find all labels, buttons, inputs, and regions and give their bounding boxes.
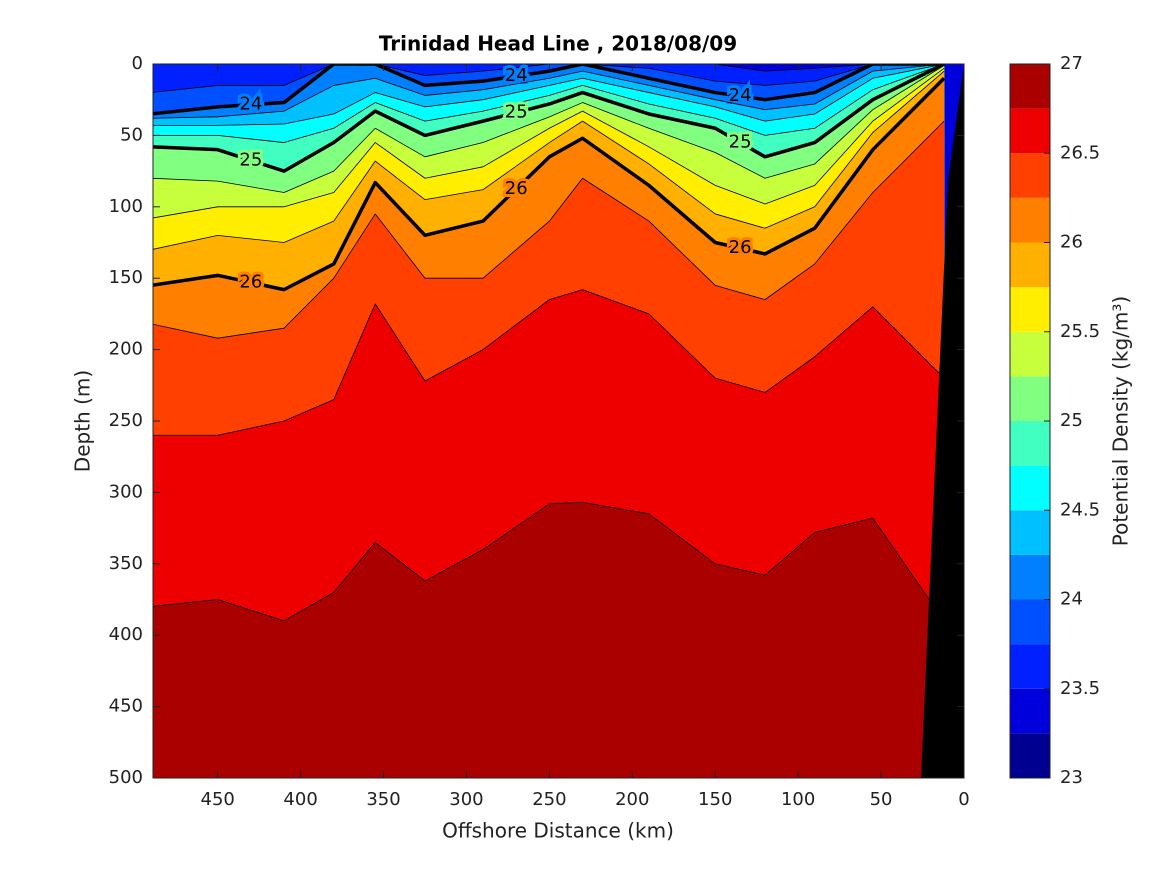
x-tick-label: 250 xyxy=(532,789,566,810)
colorbar-swatch xyxy=(1010,287,1050,332)
chart-title: Trinidad Head Line , 2018/08/09 xyxy=(379,32,737,56)
y-axis-label: Depth (m) xyxy=(71,370,95,472)
y-tick-label: 50 xyxy=(120,124,143,145)
colorbar-swatch xyxy=(1010,153,1050,198)
colorbar-tick-label: 27 xyxy=(1060,53,1083,74)
contour-line xyxy=(153,289,945,436)
y-tick-label: 0 xyxy=(132,53,143,74)
contour-label: 26 xyxy=(239,271,262,292)
y-tick-label: 500 xyxy=(109,767,143,788)
colorbar-swatch xyxy=(1010,108,1050,154)
x-tick-label: 350 xyxy=(366,789,400,810)
colorbar-swatch xyxy=(1010,510,1050,555)
contour-line xyxy=(153,67,945,219)
y-tick-label: 400 xyxy=(109,624,143,645)
colorbar-tick-label: 23 xyxy=(1060,767,1083,788)
contour-line xyxy=(153,64,945,143)
contour-line xyxy=(153,64,945,126)
colorbar-swatch xyxy=(1010,64,1050,109)
y-tick-label: 300 xyxy=(109,481,143,502)
x-axis-label: Offshore Distance (km) xyxy=(442,819,674,843)
contour-line xyxy=(153,65,945,193)
contour-label: 25 xyxy=(239,149,262,170)
colorbar-swatch xyxy=(1010,465,1050,511)
y-tick-label: 100 xyxy=(109,196,143,217)
colorbar-swatch xyxy=(1010,242,1050,288)
colorbar-swatch xyxy=(1010,331,1050,377)
x-tick-label: 150 xyxy=(698,789,732,810)
contour-line xyxy=(153,77,946,292)
colorbar-swatch xyxy=(1010,197,1050,243)
colorbar-swatch xyxy=(1010,644,1050,689)
y-tick-label: 250 xyxy=(109,410,143,431)
contour-label: 24 xyxy=(505,65,528,86)
contour-line xyxy=(153,70,945,250)
colorbar-swatch xyxy=(1010,599,1050,645)
x-tick-label: 450 xyxy=(201,789,235,810)
contour-line xyxy=(153,64,945,116)
colorbar-swatch xyxy=(1010,688,1050,734)
x-tick-label: 50 xyxy=(870,789,893,810)
x-tick-label: 300 xyxy=(449,789,483,810)
colorbar-tick-label: 24 xyxy=(1060,589,1083,610)
colorbar-label: Potential Density (kg/m³) xyxy=(1109,296,1133,547)
contour-label: 26 xyxy=(505,178,528,199)
colorbar-tick-label: 26.5 xyxy=(1060,142,1100,163)
x-tick-label: 100 xyxy=(781,789,815,810)
seafloor xyxy=(921,64,964,778)
contour-line xyxy=(153,64,945,93)
contour-label: 25 xyxy=(505,102,528,123)
x-tick-label: 0 xyxy=(958,789,969,810)
colorbar-tick-label: 25 xyxy=(1060,410,1083,431)
colorbar: 23 23.5 24 24.5 25 25.5 26 26.5 27 xyxy=(1009,53,1100,788)
colorbar-swatch xyxy=(1010,554,1050,600)
contour-line xyxy=(153,64,945,173)
contour-label: 25 xyxy=(729,132,752,153)
colorbar-swatch xyxy=(1010,421,1050,466)
colorbar-tick-label: 23.5 xyxy=(1060,678,1100,699)
y-tick-label: 350 xyxy=(109,553,143,574)
colorbar-swatch xyxy=(1010,733,1050,778)
x-tick-label: 400 xyxy=(283,789,317,810)
contour-line xyxy=(153,64,945,119)
y-tick-label: 150 xyxy=(109,267,143,288)
contour-label: 26 xyxy=(729,237,752,258)
contour-line xyxy=(153,120,945,339)
y-tick-label: 200 xyxy=(109,339,143,360)
x-tick-label: 200 xyxy=(615,789,649,810)
colorbar-swatch xyxy=(1010,376,1050,421)
colorbar-tick-label: 24.5 xyxy=(1060,499,1100,520)
colorbar-tick-label: 25.5 xyxy=(1060,321,1100,342)
contour-label: 24 xyxy=(239,94,262,115)
colorbar-tick-label: 26 xyxy=(1060,232,1083,253)
y-tick-label: 450 xyxy=(109,696,143,717)
contour-line xyxy=(153,501,945,622)
